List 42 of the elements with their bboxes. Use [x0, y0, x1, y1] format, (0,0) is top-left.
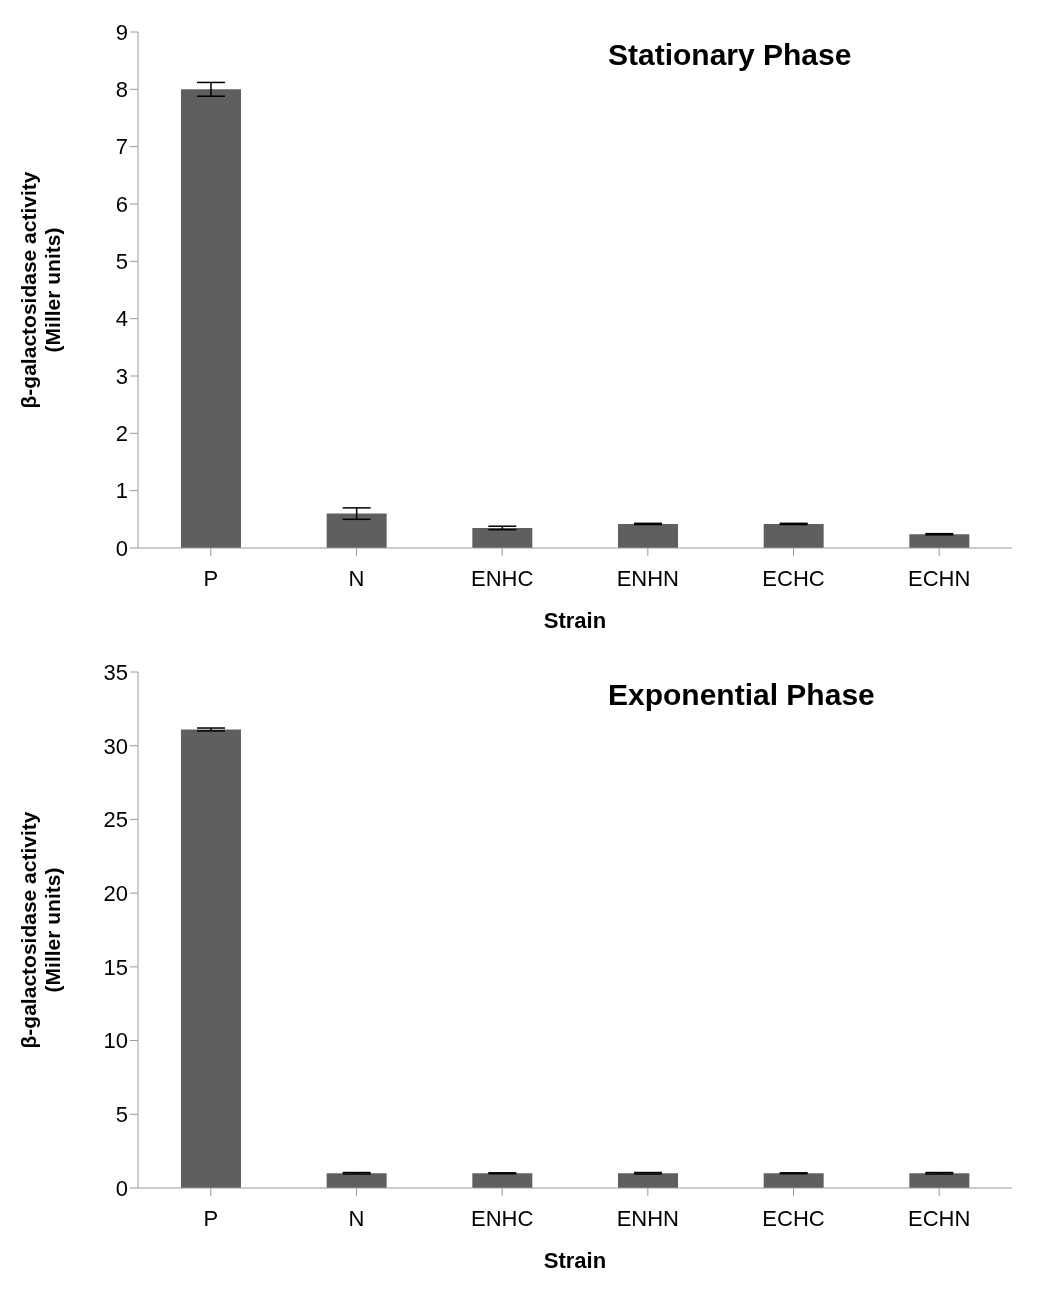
x-axis-title: Strain [543, 608, 607, 633]
y-tick-label: 6 [115, 191, 128, 217]
bar [618, 523, 678, 548]
y-tick-label: 10 [103, 1028, 128, 1054]
y-tick-label: 4 [115, 306, 128, 332]
x-tick-label: ECHC [762, 565, 825, 591]
x-tick-label: ECHN [907, 565, 971, 591]
y-tick-label: 1 [115, 478, 128, 504]
y-tick-label: 2 [115, 421, 128, 447]
x-tick-label: ENHC [470, 565, 534, 591]
y-tick-label: 20 [103, 880, 128, 906]
y-tick-label: 5 [115, 1102, 128, 1128]
y-tick-label: 8 [115, 77, 128, 103]
chart-title: Stationary Phase [608, 38, 852, 72]
bar [181, 89, 241, 548]
bar [326, 513, 387, 548]
y-tick-label: 0 [115, 535, 128, 561]
x-tick-label: ECHN [907, 1205, 971, 1231]
y-tick-label: 25 [103, 807, 128, 833]
y-tick-label: 35 [103, 659, 128, 685]
x-tick-label: ENHN [616, 565, 680, 591]
y-tick-label: 7 [115, 134, 128, 160]
bar [763, 523, 824, 548]
y-tick-label: 3 [115, 363, 128, 389]
y-axis-title: β-galactosidase activity (Miller units) [17, 811, 64, 1049]
x-axis-title: Strain [543, 1248, 607, 1273]
x-tick-label: N [348, 1205, 365, 1231]
y-axis-title: β-galactosidase activity (Miller units) [17, 171, 64, 409]
chart-title: Exponential Phase [608, 678, 875, 712]
x-tick-label: ENHN [616, 1205, 680, 1231]
x-tick-label: N [348, 565, 365, 591]
x-tick-label: P [203, 565, 219, 591]
y-tick-label: 30 [103, 733, 128, 759]
y-tick-label: 15 [103, 954, 128, 980]
x-tick-label: P [203, 1205, 219, 1231]
y-tick-label: 9 [115, 19, 128, 45]
bar [909, 534, 970, 548]
y-tick-label: 0 [115, 1175, 128, 1201]
x-tick-label: ECHC [762, 1205, 825, 1231]
y-tick-label: 5 [115, 249, 128, 275]
x-tick-label: ENHC [470, 1205, 534, 1231]
bar [472, 527, 533, 548]
